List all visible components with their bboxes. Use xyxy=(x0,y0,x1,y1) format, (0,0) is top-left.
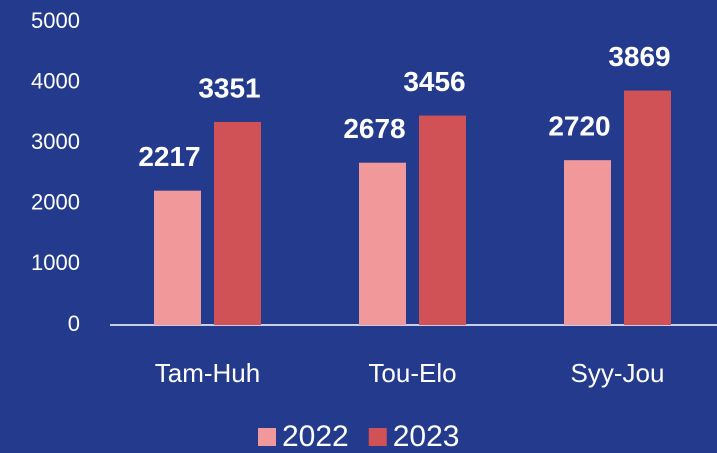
legend-swatch xyxy=(368,428,387,446)
bar xyxy=(419,115,466,325)
data-label: 2678 xyxy=(343,113,405,144)
x-tick-label: Syy-Jou xyxy=(571,358,665,388)
y-tick-label: 3000 xyxy=(31,129,80,154)
legend-swatch xyxy=(258,428,276,446)
legend-label: 2022 xyxy=(282,420,349,453)
data-label: 3351 xyxy=(198,72,260,103)
x-tick-label: Tam-Huh xyxy=(155,358,260,388)
bar xyxy=(359,162,406,325)
x-tick-label: Tou-Elo xyxy=(368,358,456,388)
data-label: 2217 xyxy=(138,141,200,172)
data-label: 3456 xyxy=(403,66,465,97)
bar xyxy=(564,160,611,325)
y-tick-label: 4000 xyxy=(31,68,80,93)
bar xyxy=(214,121,261,325)
data-label: 3869 xyxy=(608,41,670,72)
y-tick-label: 1000 xyxy=(31,250,80,275)
data-label: 2720 xyxy=(548,111,610,142)
y-tick-label: 0 xyxy=(68,311,80,336)
bar xyxy=(154,190,201,325)
y-tick-label: 5000 xyxy=(31,8,80,33)
y-tick-label: 2000 xyxy=(31,190,80,215)
bar xyxy=(624,90,671,325)
legend-label: 2023 xyxy=(393,420,460,453)
